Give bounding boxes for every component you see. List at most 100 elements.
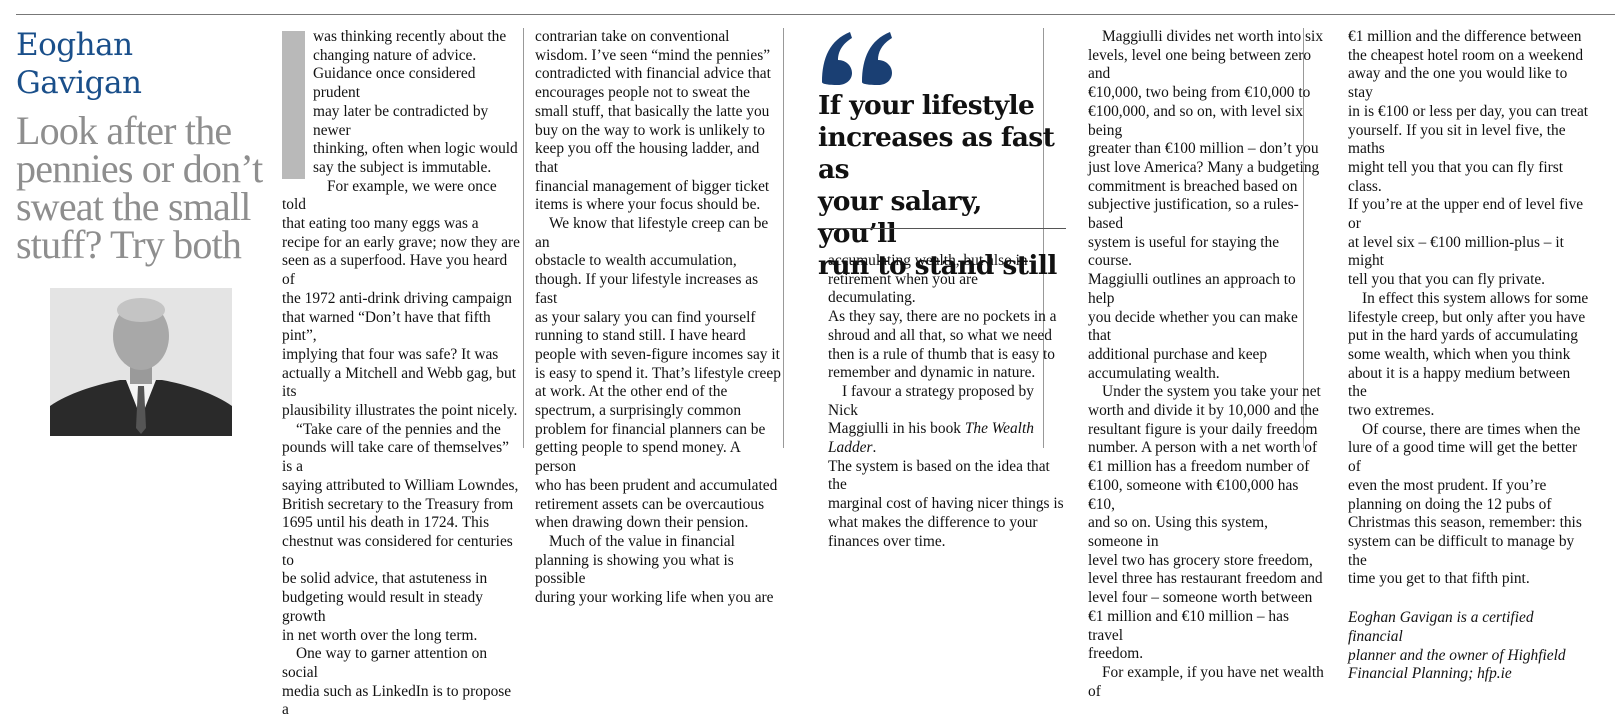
text-line: planning is showing you what is possible	[535, 551, 734, 588]
text-line: worth and divide it by 10,000 and the	[1088, 402, 1319, 420]
text-line: Maggiulli divides net worth into six	[1102, 28, 1324, 45]
text-line: subjective justification, so a rules-bas…	[1088, 196, 1299, 233]
text-line: actually a Mitchell and Webb gag, but it…	[282, 364, 516, 401]
pull-quote-rule	[818, 228, 1066, 229]
pull-quote-line: If your lifestyle	[818, 90, 1035, 121]
text-line: may later be contradicted by newer	[313, 102, 489, 139]
text-line: level three has restaurant freedom and	[1088, 570, 1323, 588]
paragraph: We know that lifestyle creep can be an ob…	[535, 215, 781, 533]
pull-quote: If your lifestyle increases as fast as y…	[818, 90, 1068, 282]
article-column-3: accumulating wealth, but also in retireme…	[828, 252, 1064, 551]
text-line: yourself. If you sit in level five, the …	[1348, 121, 1566, 158]
headline-line: Look after the	[16, 108, 232, 153]
column-divider	[1043, 28, 1044, 448]
paragraph: €1 million and the difference between the…	[1348, 28, 1592, 290]
text-line: As they say, there are no pockets in a	[828, 308, 1057, 326]
text-line: time you get to that fifth pint.	[1348, 570, 1530, 588]
text-line: media such as LinkedIn is to propose a	[282, 682, 512, 719]
headline-line: stuff? Try both	[16, 222, 242, 267]
text-line: is easy to spend it. That’s lifestyle cr…	[535, 364, 781, 382]
text-line: people with seven-figure incomes say it	[535, 345, 780, 363]
paragraph: accumulating wealth, but also in retireme…	[828, 252, 1064, 383]
drop-cap-block	[282, 31, 305, 179]
headline-line: sweat the small	[16, 184, 251, 229]
text-line: contradicted with financial advice that	[535, 65, 771, 83]
signature-line: planner and the owner of Highfield	[1348, 646, 1566, 664]
text-line: though. If your lifestyle increases as f…	[535, 271, 759, 307]
text-line: was thinking recently about the	[313, 28, 507, 45]
text-line: I favour a strategy proposed by Nick	[828, 382, 1034, 419]
text-line: level four – someone worth between	[1088, 589, 1313, 607]
text-line: buy on the way to work is unlikely to	[535, 121, 765, 139]
text-line: planning on doing the 12 pubs of	[1348, 495, 1552, 513]
pull-quote-line: your salary, you’ll	[818, 186, 982, 249]
paragraph: Under the system you take your net worth …	[1088, 383, 1324, 664]
text-line: encourages people not to sweat the	[535, 84, 750, 102]
text-line: items is where your focus should be.	[535, 196, 761, 214]
text-line: saying attributed to William Lowndes,	[282, 476, 519, 494]
text-line: away and the one you would like to stay	[1348, 65, 1568, 102]
paragraph: was thinking recently about the changing …	[282, 28, 520, 178]
text-line: and so on. Using this system, someone in	[1088, 514, 1268, 550]
article-column-5: €1 million and the difference between the…	[1348, 28, 1592, 684]
text-line: that eating too many eggs was a	[282, 215, 479, 233]
text-line: wisdom. I’ve seen “mind the pennies”	[535, 46, 771, 64]
text-line: obstacle to wealth accumulation,	[535, 252, 737, 270]
text-line: when drawing down their pension.	[535, 514, 749, 532]
text-line: the cheapest hotel room on a weekend	[1348, 46, 1584, 64]
text-line: just love America? Many a budgeting	[1088, 158, 1320, 176]
double-quote-icon	[822, 32, 892, 85]
pull-quote-line: run to stand still	[818, 250, 1057, 281]
text-line: €10,000, two being from €10,000 to	[1088, 84, 1311, 102]
text-line: during your working life when you are	[535, 589, 774, 607]
text-line: greater than €100 million – don’t you	[1088, 140, 1319, 158]
text-line: financial management of bigger ticket	[535, 177, 770, 195]
text-line: then is a rule of thumb that is easy to	[828, 345, 1055, 363]
text-line: say the subject is immutable.	[313, 158, 492, 176]
text-line: in net worth over the long term.	[282, 626, 478, 644]
text-line: about it is a happy medium between the	[1348, 364, 1571, 401]
text-line: at level six – €100 million-plus – it mi…	[1348, 233, 1564, 270]
paragraph: For example, we were once told that eatin…	[282, 178, 520, 421]
text-line: keep you off the housing ladder, and tha…	[535, 140, 760, 176]
text-line: accumulating wealth, but also in	[828, 252, 1028, 269]
article-column-2: contrarian take on conventional wisdom. I…	[535, 28, 781, 608]
text-line: freedom.	[1088, 645, 1144, 663]
text-line: number. A person with a net worth of	[1088, 439, 1318, 457]
text-line: Christmas this season, remember: this	[1348, 514, 1582, 532]
text-line: budgeting would result in steady growth	[282, 589, 483, 625]
signature-line: Eoghan Gavigan is a certified financial	[1348, 609, 1534, 645]
text-line: €1 million has a freedom number of	[1088, 458, 1310, 476]
text-line: system can be difficult to manage by the	[1348, 532, 1575, 569]
text-line: remember and dynamic in nature.	[828, 364, 1036, 382]
text-line: Much of the value in financial	[549, 532, 735, 550]
text-line: shroud and all that, so what we need	[828, 326, 1052, 344]
text-line: spectrum, a surprisingly common	[535, 402, 742, 420]
paragraph: I favour a strategy proposed by Nick Magg…	[828, 383, 1064, 551]
text-line: what makes the difference to your	[828, 513, 1038, 531]
text-line: running to stand still. I have heard	[535, 327, 746, 345]
text-line: additional purchase and keep	[1088, 345, 1268, 363]
text-line: We know that lifestyle creep can be an	[535, 215, 769, 251]
paragraph: One way to garner attention on social med…	[282, 645, 520, 720]
text-line: problem for financial planners can be	[535, 420, 766, 438]
text-line: €1 million and €10 million – has travel	[1088, 607, 1289, 644]
text-line: two extremes.	[1348, 402, 1435, 420]
pull-quote-line: increases as fast as	[818, 122, 1055, 185]
text-line: finances over time.	[828, 532, 946, 550]
paragraph: Of course, there are times when the lure …	[1348, 421, 1592, 589]
text-line: 1695 until his death in 1724. This	[282, 514, 490, 532]
text-line: resultant figure is your daily freedom	[1088, 420, 1318, 438]
column-divider	[523, 28, 524, 448]
text-line: contrarian take on conventional	[535, 28, 730, 45]
top-rule	[16, 14, 1615, 15]
text-line: Maggiulli outlines an approach to help	[1088, 271, 1296, 307]
text-line: retirement when you are decumulating.	[828, 270, 978, 307]
text-line: implying that four was safe? It was	[282, 345, 499, 363]
text-line: €1 million and the difference between	[1348, 28, 1582, 45]
text-line: For example, we were once told	[282, 177, 497, 214]
text-line: “Take care of the pennies and the	[296, 420, 501, 438]
text-line: One way to garner attention on social	[282, 645, 488, 681]
paragraph: In effect this system allows for some lif…	[1348, 290, 1592, 421]
text-line: as your salary you can find yourself	[535, 308, 756, 326]
